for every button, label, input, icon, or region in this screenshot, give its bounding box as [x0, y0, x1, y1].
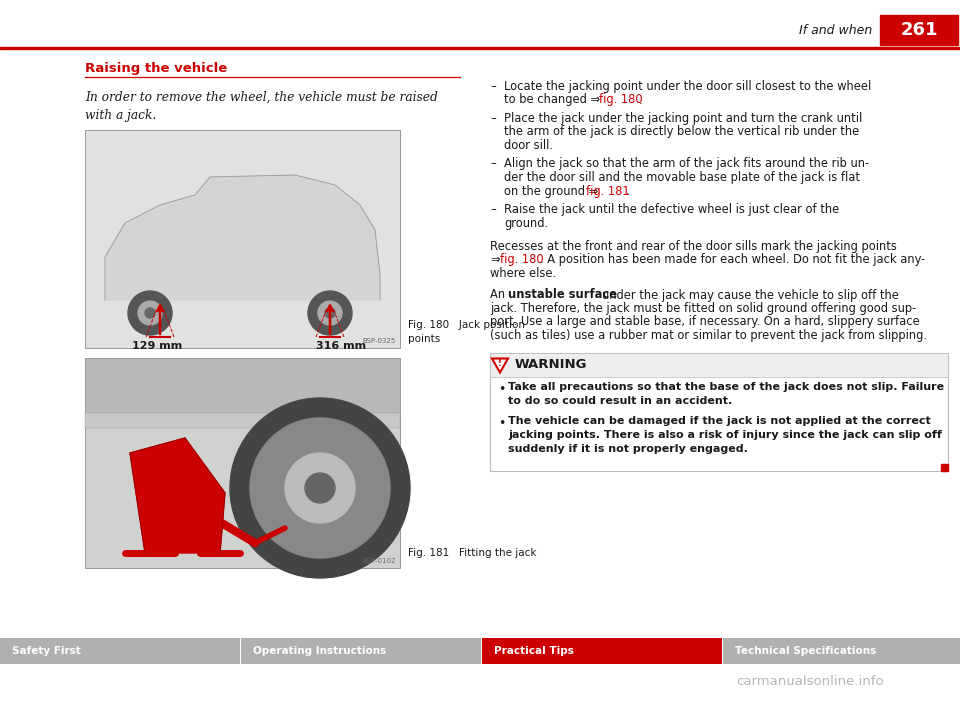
Bar — [0, 47, 960, 48]
Bar — [85, 358, 400, 568]
Text: –: – — [490, 80, 495, 93]
Text: to be changed ⇒: to be changed ⇒ — [504, 93, 600, 107]
Bar — [0, 638, 240, 664]
Text: Technical Specifications: Technical Specifications — [735, 646, 876, 656]
Text: In order to remove the wheel, the vehicle must be raised
with a jack.: In order to remove the wheel, the vehicl… — [85, 91, 438, 122]
Text: WARNING: WARNING — [515, 358, 588, 371]
Bar — [723, 638, 960, 664]
Text: BSP-0325: BSP-0325 — [363, 338, 396, 344]
Bar — [482, 638, 722, 664]
Bar — [85, 358, 400, 413]
Bar — [85, 413, 400, 428]
Text: ground.: ground. — [504, 217, 548, 229]
Text: Raise the jack until the defective wheel is just clear of the: Raise the jack until the defective wheel… — [504, 203, 839, 216]
Text: –: – — [490, 112, 495, 125]
Text: Place the jack under the jacking point and turn the crank until: Place the jack under the jacking point a… — [504, 112, 862, 125]
Text: .: . — [626, 184, 630, 198]
Circle shape — [145, 308, 155, 318]
Text: the arm of the jack is directly below the vertical rib under the: the arm of the jack is directly below th… — [504, 125, 859, 139]
Circle shape — [305, 473, 335, 503]
Text: Raising the vehicle: Raising the vehicle — [85, 62, 228, 75]
Circle shape — [230, 398, 410, 578]
Text: If and when: If and when — [799, 24, 872, 36]
Text: unstable surface: unstable surface — [508, 289, 617, 301]
Bar — [490, 353, 948, 376]
Text: points: points — [408, 334, 441, 344]
Circle shape — [285, 453, 355, 523]
Bar — [241, 638, 481, 664]
Bar — [880, 15, 958, 45]
Text: ⇒: ⇒ — [490, 254, 499, 266]
Text: carmanualsonline.info: carmanualsonline.info — [736, 675, 884, 688]
Polygon shape — [105, 175, 380, 300]
Bar — [941, 463, 948, 470]
Text: Fig. 181   Fitting the jack: Fig. 181 Fitting the jack — [408, 548, 537, 558]
Circle shape — [128, 291, 172, 335]
Circle shape — [325, 308, 335, 318]
Text: where else.: where else. — [490, 267, 556, 280]
Polygon shape — [492, 358, 508, 372]
Circle shape — [138, 301, 162, 325]
Text: The vehicle can be damaged if the jack is not applied at the correct
jacking poi: The vehicle can be damaged if the jack i… — [508, 416, 942, 454]
Text: .: . — [639, 93, 642, 107]
Circle shape — [308, 291, 352, 335]
Text: Recesses at the front and rear of the door sills mark the jacking points: Recesses at the front and rear of the do… — [490, 240, 897, 253]
Text: 316 mm: 316 mm — [316, 341, 366, 351]
Text: An: An — [490, 289, 509, 301]
Text: der the door sill and the movable base plate of the jack is flat: der the door sill and the movable base p… — [504, 171, 860, 184]
Text: –: – — [490, 203, 495, 216]
Text: Locate the jacking point under the door sill closest to the wheel: Locate the jacking point under the door … — [504, 80, 872, 93]
Text: jack. Therefore, the jack must be fitted on solid ground offering good sup-: jack. Therefore, the jack must be fitted… — [490, 302, 916, 315]
Text: fig. 180: fig. 180 — [500, 254, 543, 266]
Bar — [85, 130, 400, 348]
Text: 129 mm: 129 mm — [132, 341, 182, 351]
Text: Practical Tips: Practical Tips — [494, 646, 574, 656]
Text: on the ground ⇒: on the ground ⇒ — [504, 184, 598, 198]
Text: under the jack may cause the vehicle to slip off the: under the jack may cause the vehicle to … — [602, 289, 899, 301]
Text: !: ! — [498, 359, 502, 368]
Text: Fig. 180   Jack position: Fig. 180 Jack position — [408, 320, 525, 330]
Circle shape — [318, 301, 342, 325]
Text: . A position has been made for each wheel. Do not fit the jack any-: . A position has been made for each whee… — [540, 254, 925, 266]
Text: –: – — [490, 158, 495, 170]
Text: •: • — [498, 383, 505, 395]
Text: Operating Instructions: Operating Instructions — [253, 646, 386, 656]
Text: Take all precautions so that the base of the jack does not slip. Failure
to do s: Take all precautions so that the base of… — [508, 383, 944, 406]
Polygon shape — [130, 438, 225, 553]
Text: 261: 261 — [900, 21, 938, 39]
Text: BSP-0102: BSP-0102 — [363, 558, 396, 564]
Text: •: • — [498, 416, 505, 430]
Circle shape — [250, 418, 390, 558]
Text: Safety First: Safety First — [12, 646, 81, 656]
Text: (such as tiles) use a rubber mat or similar to prevent the jack from slipping.: (such as tiles) use a rubber mat or simi… — [490, 329, 927, 342]
Text: door sill.: door sill. — [504, 139, 553, 152]
Text: fig. 181: fig. 181 — [586, 184, 630, 198]
Text: port. Use a large and stable base, if necessary. On a hard, slippery surface: port. Use a large and stable base, if ne… — [490, 315, 920, 329]
Bar — [490, 353, 948, 470]
Text: fig. 180: fig. 180 — [599, 93, 642, 107]
Text: Align the jack so that the arm of the jack fits around the rib un-: Align the jack so that the arm of the ja… — [504, 158, 869, 170]
